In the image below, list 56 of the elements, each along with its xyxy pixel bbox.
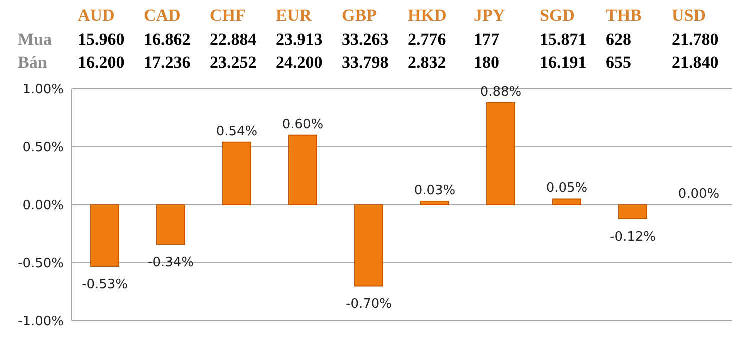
text: 2.776 — [408, 30, 446, 50]
x-tick-label: SGD — [540, 6, 575, 26]
text: 17.236 — [144, 53, 191, 73]
text: 628 — [606, 30, 632, 50]
bar — [618, 204, 648, 220]
text: 24.200 — [276, 53, 323, 73]
text: 16.200 — [78, 53, 125, 73]
y-tick-label: 0.00% — [22, 198, 64, 214]
bar — [156, 204, 186, 245]
x-tick-label: AUD — [78, 6, 115, 26]
bar — [90, 204, 120, 267]
text: Mua — [18, 30, 52, 50]
x-tick-label: GBP — [342, 6, 377, 26]
y-tick-label: 1.00% — [22, 82, 64, 98]
text: 23.252 — [210, 53, 257, 73]
data-label: -0.70% — [346, 297, 392, 312]
data-label: -0.53% — [82, 277, 128, 292]
text: 15.960 — [78, 30, 125, 50]
text: 22.884 — [210, 30, 257, 50]
text: 655 — [606, 53, 632, 73]
text: 23.913 — [276, 30, 323, 50]
data-label: -0.34% — [148, 255, 194, 270]
bar — [288, 134, 318, 206]
text: Bán — [18, 53, 48, 73]
text: 177 — [474, 30, 500, 50]
data-label: 0.60% — [282, 117, 324, 132]
x-tick-label: USD — [672, 6, 706, 26]
text: 33.263 — [342, 30, 389, 50]
data-label: 0.05% — [546, 181, 588, 196]
data-label: 0.88% — [480, 84, 522, 100]
text: 180 — [474, 53, 500, 73]
text: 33.798 — [342, 53, 389, 73]
x-tick-label: THB — [606, 6, 642, 26]
y-tick-label: -0.50% — [18, 256, 64, 272]
bar — [420, 201, 450, 206]
x-tick-label: CHF — [210, 6, 246, 26]
text: 21.840 — [672, 53, 719, 73]
data-label: 0.54% — [216, 124, 258, 140]
bar — [486, 102, 516, 206]
x-tick-label: EUR — [276, 6, 312, 26]
text: 21.780 — [672, 30, 719, 50]
bar — [222, 142, 252, 206]
y-tick-label: -1.00% — [18, 314, 64, 330]
bar — [552, 198, 582, 206]
text: 16.191 — [540, 53, 587, 73]
text: 2.832 — [408, 53, 446, 73]
x-tick-label: JPY — [474, 6, 506, 26]
x-tick-label: HKD — [408, 6, 447, 26]
y-tick-label: 0.50% — [22, 140, 64, 156]
x-tick-label: CAD — [144, 6, 181, 26]
data-label: 0.00% — [678, 187, 720, 202]
bar — [354, 204, 384, 287]
text: 16.862 — [144, 30, 191, 50]
data-label: -0.12% — [610, 230, 656, 245]
text: 15.871 — [540, 30, 587, 50]
data-label: 0.03% — [414, 184, 456, 199]
